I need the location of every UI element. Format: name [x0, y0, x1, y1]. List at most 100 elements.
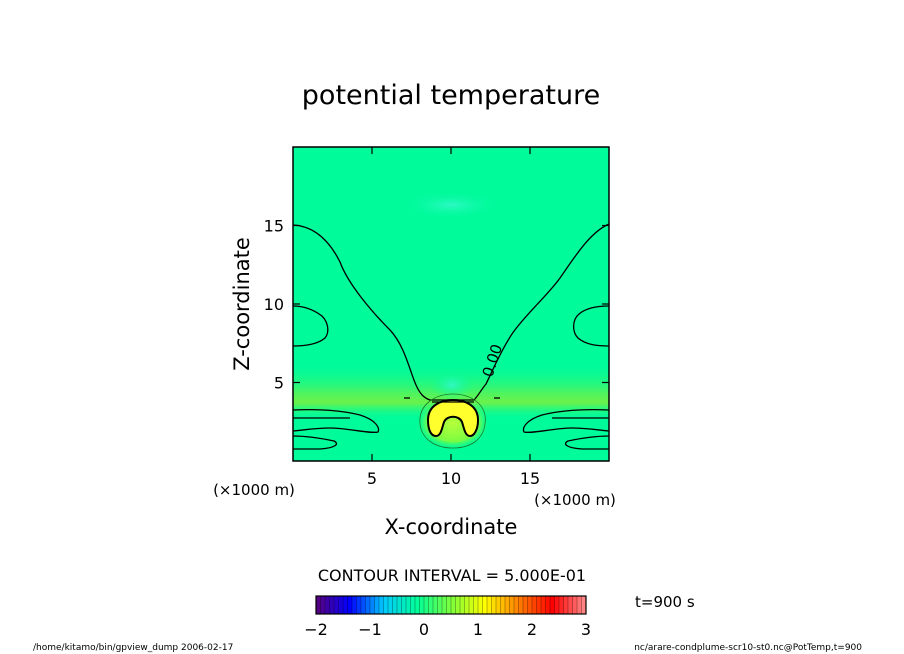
- colorbar-cell: [523, 596, 528, 614]
- colorbar-cell: [491, 596, 497, 614]
- contour-right-lobe: [572, 305, 609, 347]
- colorbar-cell: [325, 596, 330, 614]
- colorbar-cell: [392, 596, 398, 614]
- time-label: t=900 s: [635, 593, 695, 611]
- colorbar-cell: [410, 596, 416, 614]
- colorbar-cell: [473, 596, 479, 614]
- colorbar-tick-label: −1: [358, 620, 382, 639]
- colorbar-cell: [419, 596, 425, 614]
- colorbar-cell: [397, 596, 402, 614]
- colorbar-cell: [518, 596, 524, 614]
- colorbar-cell: [437, 596, 443, 614]
- colorbar-cell: [496, 596, 501, 614]
- x-axis-unit: (×1000 m): [534, 491, 616, 509]
- colorbar-cell: [428, 596, 434, 614]
- contour-lines: [293, 223, 609, 450]
- contour-right-low3: [564, 435, 609, 450]
- colorbar-cell: [442, 596, 447, 614]
- contour-interval: CONTOUR INTERVAL = 5.000E-01: [318, 566, 586, 585]
- colorbar-cell: [572, 596, 578, 614]
- colorbar-cell: [527, 596, 533, 614]
- colorbar-tick-label: 1: [473, 620, 483, 639]
- colorbar-cell: [320, 596, 326, 614]
- colorbar-cell: [514, 596, 519, 614]
- colorbar-cell: [460, 596, 465, 614]
- colorbar-tick-label: 2: [527, 620, 537, 639]
- colorbar-cell: [379, 596, 384, 614]
- colorbar-cell: [383, 596, 389, 614]
- colorbar-cell: [478, 596, 483, 614]
- contour-left-lobe: [293, 305, 329, 347]
- x-tick-label: 15: [520, 469, 540, 488]
- colorbar-cell: [464, 596, 470, 614]
- y-tick-label: 15: [264, 217, 284, 236]
- y-tick-label: 5: [274, 374, 284, 393]
- colorbar-cell: [532, 596, 537, 614]
- plot-area: 0.00: [293, 147, 609, 461]
- colorbar-cell: [554, 596, 560, 614]
- inner-dome-shade: [430, 371, 474, 399]
- upper-dome-shade: [401, 191, 501, 219]
- thermal-outline-outer: [419, 393, 486, 449]
- colorbar-cell: [577, 596, 582, 614]
- colorbar-cell: [469, 596, 474, 614]
- colorbar-cell: [451, 596, 456, 614]
- colorbar-cell: [370, 596, 375, 614]
- colorbar-cell: [361, 596, 366, 614]
- x-tick-label: 5: [367, 469, 377, 488]
- colorbar-cell: [505, 596, 510, 614]
- colorbar-ticks: −2 −1 0 1 2 3: [304, 620, 591, 639]
- colorbar-cell: [334, 596, 339, 614]
- colorbar-cell: [374, 596, 380, 614]
- thermal-core: [426, 398, 480, 438]
- colorbar-cell: [550, 596, 555, 614]
- x-tick-label: 10: [441, 469, 461, 488]
- contour-left-low1: [293, 409, 380, 434]
- colorbar-cell: [482, 596, 488, 614]
- colorbar-cell: [581, 596, 587, 614]
- colorbar-cell: [568, 596, 573, 614]
- footer-right: nc/arare-condplume-scr10-st0.nc@PotTemp,…: [634, 643, 862, 653]
- colorbar-cell: [559, 596, 564, 614]
- colorbar-cell: [356, 596, 362, 614]
- colorbar: [315, 596, 587, 614]
- y-tick-label: 10: [264, 295, 284, 314]
- colorbar-frame: [315, 595, 587, 615]
- footer-left: /home/kitamo/bin/gpview_dump 2006-02-17: [33, 643, 233, 653]
- colorbar-cell: [446, 596, 452, 614]
- colorbar-tick-label: 0: [419, 620, 429, 639]
- colorbar-cell: [545, 596, 551, 614]
- colorbar-cell: [536, 596, 542, 614]
- y-axis-unit: (×1000 m): [213, 481, 295, 499]
- colorbar-cell: [509, 596, 515, 614]
- colorbar-cell: [352, 596, 357, 614]
- colorbar-cell: [500, 596, 506, 614]
- colorbar-cell: [563, 596, 569, 614]
- y-axis-ticks: 5 10 15: [264, 217, 609, 393]
- colorbar-cell: [406, 596, 411, 614]
- colorbar-cell: [347, 596, 353, 614]
- y-axis-label: Z-coordinate: [230, 237, 254, 371]
- colorbar-cell: [433, 596, 438, 614]
- colorbar-cell: [365, 596, 371, 614]
- colorbar-cell: [338, 596, 344, 614]
- colorbar-cell: [487, 596, 492, 614]
- colorbar-cell: [329, 596, 335, 614]
- chart-title: potential temperature: [302, 80, 600, 111]
- colorbar-cell: [455, 596, 461, 614]
- x-axis-label: X-coordinate: [385, 515, 518, 539]
- colorbar-cell: [343, 596, 348, 614]
- contour-left-main: [293, 223, 609, 401]
- colorbar-tick-label: 3: [581, 620, 591, 639]
- colorbar-tick-label: −2: [304, 620, 328, 639]
- contour-right-low1: [522, 409, 609, 434]
- colorbar-cell: [388, 596, 393, 614]
- x-axis-ticks: 5 10 15: [367, 147, 540, 488]
- contour-left-low3: [293, 435, 338, 450]
- colorbar-cell: [316, 596, 321, 614]
- colorbar-cell: [415, 596, 420, 614]
- colorbar-cell: [424, 596, 429, 614]
- colorbar-cell: [541, 596, 546, 614]
- colorbar-cell: [401, 596, 407, 614]
